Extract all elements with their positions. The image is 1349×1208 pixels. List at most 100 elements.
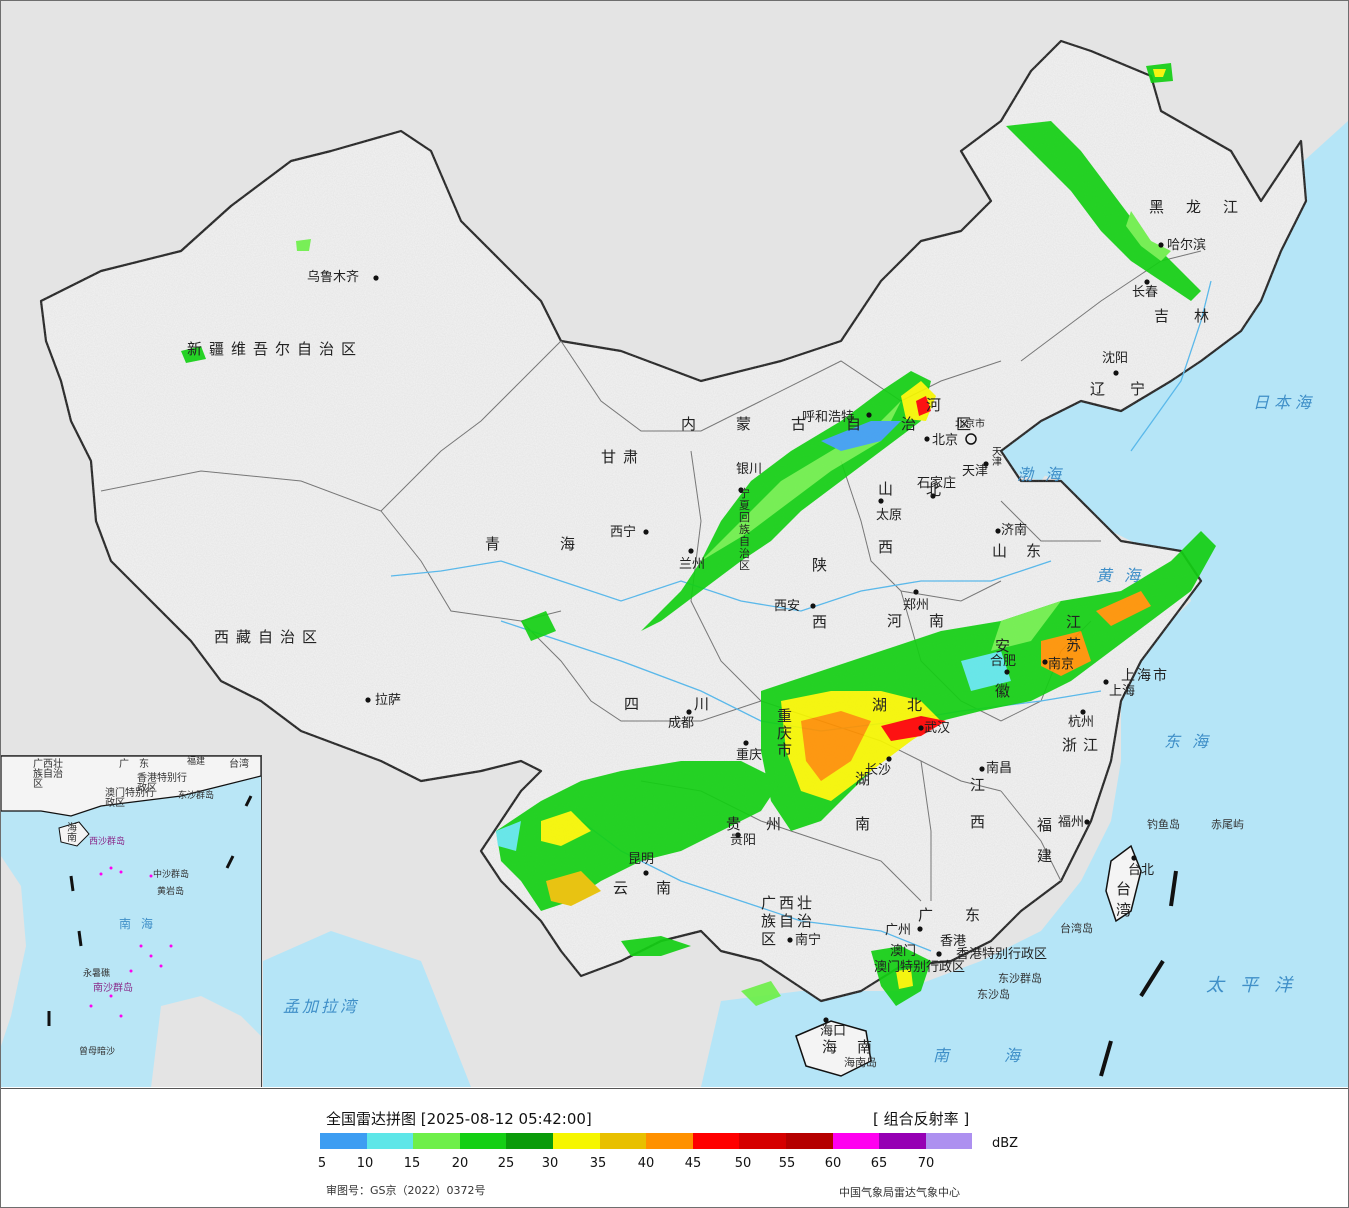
city-label-hefei: 合肥 [990,654,1017,669]
province-label-gansu: 甘肃 [601,448,646,466]
island-label-taiwan-island: 台湾岛 [1060,922,1093,935]
radar-echoes [181,63,1216,1006]
city-label-beijing: 北京 [932,433,959,448]
province-label-henan: 河南 [887,612,972,630]
province-label-hongkong: 香港特别行政区 [956,947,1048,962]
colorbar-tick-label: 40 [637,1156,655,1171]
colorbar-bin [413,1133,460,1149]
inset-label-yongshu: 永暑礁 [83,969,111,979]
province-label-hebei: 河北 [924,397,942,567]
province-label-hunan: 湖南 [853,771,871,861]
colorbar-tick-label: 15 [403,1156,421,1171]
city-label-nanjing: 南京 [1048,657,1075,672]
city-label-beijingshi: 北京市 [955,419,985,430]
colorbar-bin [692,1133,740,1149]
city-label-hohhot: 呼和浩特 [802,410,855,425]
city-label-hangzhou: 杭州 [1068,715,1095,730]
maritime-boundary [1099,870,1178,1077]
city-label-kunming: 昆明 [628,852,655,867]
island-label-dongsha-islands: 东沙群岛 [998,972,1042,985]
province-label-hubei: 湖北 [872,696,943,714]
sea-label-east-china-sea: 东海 [1164,732,1221,751]
legend-panel: 全国雷达拼图 [2025-08-12 05:42:00] [ 组合反射率 ] d… [1,1088,1348,1207]
city-label-guangzhou: 广州 [885,923,912,938]
province-label-hainan: 海南 [822,1038,893,1056]
city-markers [365,242,1164,1023]
colorbar-tick-label: 10 [356,1156,374,1171]
province-label-ningxia: 宁夏回族自治区 [739,487,750,572]
city-label-shanghai: 上海 [1109,684,1136,699]
colorbar-bin [925,1133,973,1149]
inset-label-nansha: 南沙群岛 [93,983,133,994]
province-label-shaanxi: 陕西 [810,557,828,671]
inset-canvas [1,756,261,1087]
province-label-chongqing: 重庆市 [775,708,793,759]
city-label-harbin: 哈尔滨 [1167,238,1207,253]
city-label-taiyuan: 太原 [876,508,903,523]
province-label-shanxi: 山西 [876,481,894,597]
island-label-diaoyu: 钓鱼岛 [1147,818,1180,831]
colorbar-bin [506,1133,553,1149]
inset-label-fujian: 福建 [187,757,206,767]
city-label-xining: 西宁 [610,525,637,540]
province-label-liaoning: 辽宁 [1090,380,1171,398]
inset-label-taiwan: 台湾 [229,759,249,770]
colorbar-bin [785,1133,833,1149]
inset-label-zengmu: 曾母暗沙 [79,1047,116,1057]
city-label-nanchang: 南昌 [986,761,1013,776]
province-label-fujian: 福建 [1035,817,1053,879]
inset-label-guangdong: 广东 [119,759,159,770]
colorbar-tick-label: 5 [317,1156,327,1171]
island-label-hainan-island: 海南岛 [844,1056,877,1069]
inset-label-huangyan: 黄岩岛 [157,887,185,897]
province-label-shanghai: 上海市 [1121,668,1169,684]
taiwan-island-shape [1105,844,1142,923]
colorbar-tick-label: 35 [589,1156,607,1171]
province-label-anhui: 安徽 [993,638,1011,728]
province-label-yunnan: 云南 [613,879,700,897]
colorbar-tick-label: 45 [684,1156,702,1171]
colorbar-tick-label: 65 [870,1156,888,1171]
reflectivity-colorbar [320,1133,973,1149]
colorbar-bin [366,1133,414,1149]
province-label-jiangxi: 江西 [968,777,986,851]
colorbar-tick-label: 30 [541,1156,559,1171]
colorbar-bin [646,1133,693,1149]
colorbar-bin [320,1133,367,1149]
city-label-haikou: 海口 [820,1024,847,1039]
province-label-xinjiang: 新疆维吾尔自治区 [187,340,364,358]
province-label-jiangsu: 江苏 [1064,614,1082,660]
province-label-taiwan: 台湾 [1114,881,1132,923]
south-china-sea-inset: 广西壮族自治区 广东 福建 台湾 香港特别行政区 澳门特别行政区 东沙群岛 海南… [1,755,262,1087]
sea-label-sea-of-japan: 日本海 [1253,393,1317,412]
sea-label-yellow-sea: 黄海 [1096,566,1153,585]
province-label-jilin: 吉林 [1154,307,1235,325]
city-label-changchun: 长春 [1132,285,1159,300]
china-landmass [39,39,1308,1077]
city-label-xian: 西安 [774,599,801,614]
unit-label: dBZ [992,1136,1019,1151]
radar-map: 新疆维吾尔自治区 西藏自治区 青海 甘肃 内蒙古自治区 黑龙江 吉林 辽宁 河北… [1,1,1348,1087]
province-label-guangxi: 广西壮族自治区 [761,894,816,948]
sea-label-pacific: 太平洋 [1206,975,1308,996]
city-label-lhasa: 拉萨 [375,693,402,708]
colorbar-bin [832,1133,880,1149]
city-label-yinchuan: 银川 [736,462,763,477]
inset-label-guangxi: 广西壮族自治区 [33,759,63,790]
city-label-jinan: 济南 [1001,523,1028,538]
city-label-hongkong: 香港 [940,934,967,949]
sea-label-bohai: 渤海 [1017,465,1074,484]
province-label-qinghai: 青海 [485,535,636,553]
province-label-tibet: 西藏自治区 [214,628,325,646]
city-label-lanzhou: 兰州 [679,557,706,572]
city-label-chongqing: 重庆 [736,748,763,763]
city-label-zhengzhou: 郑州 [903,598,930,613]
inset-label-zhongsha: 中沙群岛 [153,870,190,880]
colorbar-bin [739,1133,786,1149]
colorbar-tick-label: 55 [778,1156,796,1171]
credit-label: 中国气象局雷达气象中心 [839,1186,960,1199]
colorbar-ticks: 5 10 15 20 25 30 35 40 45 50 55 60 65 70 [1,1156,1348,1172]
bohai-water [1001,421,1071,481]
colorbar-bin [599,1133,647,1149]
sea-label-bay-of-bengal: 孟加拉湾 [283,997,360,1016]
